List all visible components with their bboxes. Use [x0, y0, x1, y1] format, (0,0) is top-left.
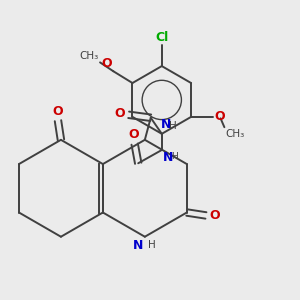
- Text: O: O: [115, 107, 125, 120]
- Text: N: N: [163, 152, 174, 164]
- Text: O: O: [209, 209, 220, 222]
- Text: H: H: [169, 122, 176, 131]
- Text: O: O: [52, 105, 63, 118]
- Text: H: H: [172, 152, 178, 161]
- Text: Cl: Cl: [155, 31, 168, 44]
- Text: N: N: [133, 239, 143, 252]
- Text: O: O: [101, 57, 112, 70]
- Text: O: O: [214, 110, 225, 123]
- Text: CH₃: CH₃: [226, 129, 245, 139]
- Text: N: N: [161, 118, 171, 131]
- Text: CH₃: CH₃: [79, 51, 99, 61]
- Text: O: O: [128, 128, 139, 141]
- Text: H: H: [148, 240, 155, 250]
